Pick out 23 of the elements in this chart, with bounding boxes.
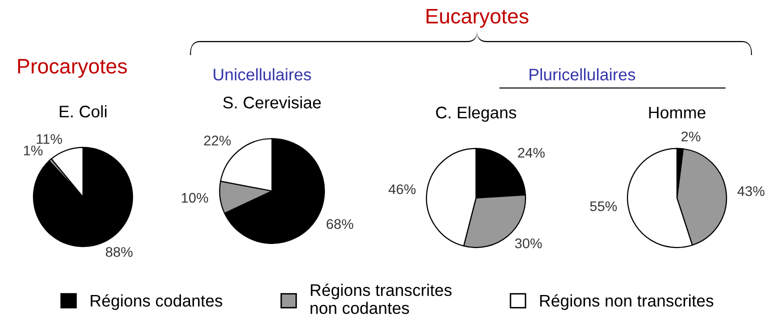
- legend-label: Régions transcrites non codantes: [310, 284, 452, 314]
- chart-title: C. Elegans: [436, 106, 516, 122]
- chart-title: E. Coli: [60, 105, 106, 118]
- legend-label: Régions non transcrites: [540, 294, 714, 310]
- data-label: 11%: [36, 134, 62, 144]
- data-label: 1%: [24, 146, 43, 156]
- text: Procaryotes: [18, 59, 127, 78]
- data-label: 24%: [518, 148, 545, 158]
- data-label: 68%: [326, 219, 354, 229]
- data-label: 46%: [388, 184, 416, 194]
- data-label: 22%: [204, 136, 231, 146]
- legend-label: Régions codantes: [90, 294, 222, 310]
- text: Unicellulaires: [214, 68, 311, 80]
- data-label: 10%: [182, 192, 208, 203]
- data-label: 55%: [590, 201, 617, 212]
- data-label: 30%: [515, 238, 542, 248]
- data-label: 88%: [106, 247, 133, 257]
- text: Pluricellulaires: [530, 68, 636, 80]
- text: Eucaryotes: [426, 9, 528, 28]
- chart-title: S. Cerevisiae: [223, 96, 321, 108]
- data-label: 2%: [681, 132, 700, 142]
- chart-title: Homme: [649, 106, 706, 118]
- data-label: 43%: [737, 186, 764, 196]
